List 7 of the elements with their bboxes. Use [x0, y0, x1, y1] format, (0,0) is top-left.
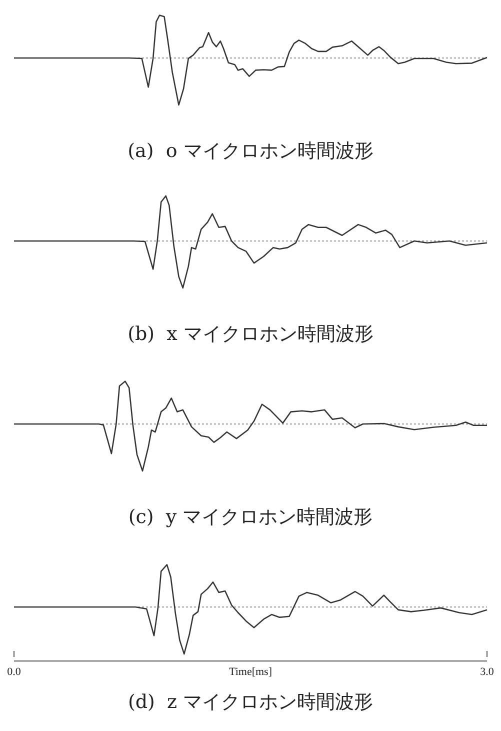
- text: (b) x マイクロホン時間波形: [126, 322, 374, 347]
- x-tick-label: 0.0: [7, 666, 22, 678]
- text: (c) y マイクロホン時間波形: [127, 505, 374, 530]
- text: (d) z マイクロホン時間波形: [126, 690, 374, 715]
- x-axis-title: Time[ms]: [229, 666, 272, 678]
- x-tick-label: 3.0: [480, 666, 494, 678]
- text: (a) o マイクロホン時間波形: [126, 139, 374, 164]
